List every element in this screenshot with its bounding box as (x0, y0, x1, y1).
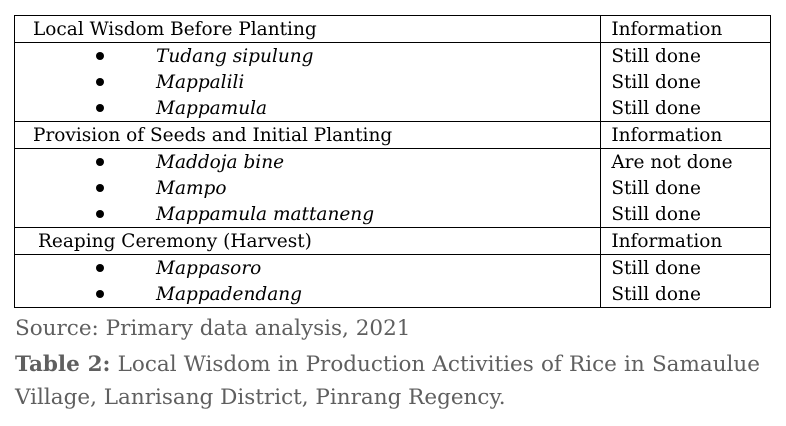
practice-status: Still done (600, 175, 771, 201)
table-row: Maddoja bine Are not done (13, 148, 771, 175)
practice-name: Mappadendang (156, 283, 303, 305)
section-title: Local Wisdom Before Planting (13, 15, 602, 43)
practice-status: Still done (600, 254, 771, 281)
practice-status: Still done (600, 281, 771, 308)
practice-name: Mappamula (156, 97, 268, 119)
caption-label: Table 2: (15, 352, 111, 377)
bullet-icon (96, 51, 104, 60)
section-header-row: Reaping Ceremony (Harvest) Information (13, 227, 771, 255)
practice-status: Still done (600, 201, 771, 228)
practice-status: Still done (600, 95, 771, 122)
bullet-icon (96, 103, 104, 112)
practice-name: Mampo (156, 177, 227, 199)
bullet-icon (96, 289, 104, 298)
practice-status: Still done (600, 69, 771, 95)
section-title: Reaping Ceremony (Harvest) (13, 227, 602, 255)
table-row: Mampo Still done (13, 175, 771, 201)
section-title: Provision of Seeds and Initial Planting (13, 121, 602, 149)
table-row: Mappalili Still done (13, 69, 771, 95)
wisdom-table: Local Wisdom Before Planting Information… (13, 15, 771, 308)
source-note: Source: Primary data analysis, 2021 (15, 316, 411, 341)
practice-status: Still done (600, 42, 771, 69)
information-header: Information (600, 227, 771, 255)
practice-name: Maddoja bine (156, 151, 285, 173)
practice-name: Mappamula mattaneng (156, 203, 375, 225)
table-row: Mappamula Still done (13, 95, 771, 122)
section-header-row: Local Wisdom Before Planting Information (13, 15, 771, 43)
information-header: Information (600, 121, 771, 149)
table-caption: Table 2: Local Wisdom in Production Acti… (15, 348, 760, 414)
information-header: Information (600, 15, 771, 43)
section-header-row: Provision of Seeds and Initial Planting … (13, 121, 771, 149)
table-row: Tudang sipulung Still done (13, 42, 771, 69)
practice-name: Mappalili (156, 71, 245, 93)
practice-status: Are not done (600, 148, 771, 175)
bullet-icon (96, 263, 104, 272)
practice-name: Mappasoro (156, 257, 262, 279)
table-row: Mappadendang Still done (13, 281, 771, 308)
bullet-icon (96, 183, 104, 192)
table-row: Mappasoro Still done (13, 254, 771, 281)
bullet-icon (96, 157, 104, 166)
practice-name: Tudang sipulung (156, 45, 314, 67)
bullet-icon (96, 209, 104, 218)
table-row: Mappamula mattaneng Still done (13, 201, 771, 228)
bullet-icon (96, 77, 104, 86)
caption-text: Local Wisdom in Production Activities of… (15, 352, 760, 410)
